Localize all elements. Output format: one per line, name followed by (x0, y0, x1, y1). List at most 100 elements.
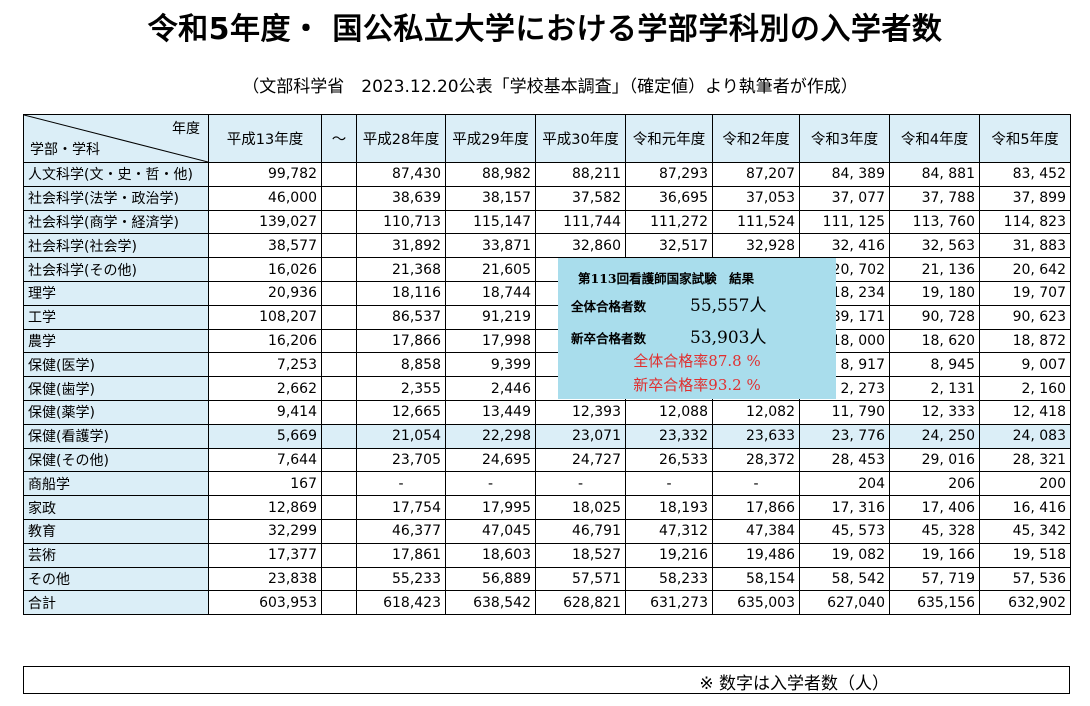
table-cell: 47,312 (625, 518, 713, 544)
table-cell: 32,517 (625, 233, 713, 259)
row-label: 社会科学(法学・政治学) (23, 185, 209, 211)
table-cell: 18,603 (445, 542, 536, 568)
row-label: 人文科学(文・史・哲・他) (23, 162, 209, 187)
table-cell (321, 471, 357, 497)
table-cell: 23,633 (712, 423, 800, 449)
table-cell: 9,399 (445, 352, 536, 378)
table-cell (321, 495, 357, 520)
table-cell: 19, 707 (979, 280, 1071, 306)
table-cell: 84, 881 (889, 162, 980, 187)
table-cell (321, 185, 357, 211)
new-pass-label: 新卒合格者数 (571, 331, 647, 346)
table-cell: 2,355 (356, 376, 446, 401)
table-cell: 7,253 (208, 352, 322, 378)
table-cell (321, 209, 357, 235)
table-cell: - (445, 471, 536, 497)
page-title: 令和5年度・ 国公私立大学における学部学科別の入学者数 (147, 12, 943, 47)
table-cell: 627,040 (799, 590, 890, 616)
table-cell: 200 (979, 471, 1071, 497)
table-cell: 206 (889, 471, 980, 497)
table-row: 社会科学(商学・経済学) 139,027 110,713 115,147 111,744… (23, 209, 1071, 235)
table-cell: 603,953 (208, 590, 322, 616)
row-label: 社会科学(社会学) (23, 233, 209, 259)
table-cell: 11, 790 (799, 399, 890, 425)
year-header: 令和元年度 (625, 114, 713, 163)
table-cell: 31,892 (356, 233, 446, 259)
row-label: 保健(その他) (23, 447, 209, 473)
table-row: 人文科学(文・史・哲・他) 99,782 87,430 88,982 88,211 87,… (23, 162, 1071, 187)
table-cell: 45, 573 (799, 518, 890, 544)
table-cell: 32,860 (535, 233, 626, 259)
table-cell: 90, 728 (889, 304, 980, 330)
new-pass-rate: 新卒合格率93.2 % (633, 376, 761, 394)
table-cell (321, 399, 357, 425)
table-cell: 618,423 (356, 590, 446, 616)
table-cell: 21,605 (445, 257, 536, 282)
table-cell: 57, 536 (979, 566, 1071, 592)
table-cell (321, 542, 357, 568)
table-cell: 110,713 (356, 209, 446, 235)
row-label: 理学 (23, 280, 209, 306)
table-cell: 18,025 (535, 495, 626, 520)
year-header: ～ (321, 114, 357, 163)
table-cell: 16, 416 (979, 495, 1071, 520)
table-cell: 57, 719 (889, 566, 980, 592)
table-cell: 17, 406 (889, 495, 980, 520)
table-cell: 21,054 (356, 423, 446, 449)
table-cell: 28, 321 (979, 447, 1071, 473)
table-cell: 17, 316 (799, 495, 890, 520)
table-cell (321, 352, 357, 378)
table-cell: 204 (799, 471, 890, 497)
table-cell: 114, 823 (979, 209, 1071, 235)
table-cell: 12,665 (356, 399, 446, 425)
table-cell: 635,003 (712, 590, 800, 616)
table-row: 保健(薬学) 9,414 12,665 13,449 12,393 12,088 12,08… (23, 399, 1071, 425)
table-cell: 111,524 (712, 209, 800, 235)
table-cell: 23,705 (356, 447, 446, 473)
table-cell: 47,045 (445, 518, 536, 544)
table-row: 工学 108,207 86,537 91,219 89, 171 90, 728 90, 6… (23, 304, 1071, 330)
table-cell: 18,527 (535, 542, 626, 568)
table-cell: 2, 131 (889, 376, 980, 401)
year-header: 平成13年度 (208, 114, 322, 163)
total-pass-value: 55,557人 (690, 296, 767, 316)
table-cell: 84, 389 (799, 162, 890, 187)
table-cell: 90, 623 (979, 304, 1071, 330)
table-cell: 23,071 (535, 423, 626, 449)
table-row: 理学 20,936 18,116 18,744 18, 234 19, 180 19, 70… (23, 280, 1071, 306)
table-cell: 88,211 (535, 162, 626, 187)
table-cell: 17,754 (356, 495, 446, 520)
row-label: 社会科学(商学・経済学) (23, 209, 209, 235)
table-cell: 46,000 (208, 185, 322, 211)
table-cell: 111,744 (535, 209, 626, 235)
table-cell: 115,147 (445, 209, 536, 235)
table-cell: 22,298 (445, 423, 536, 449)
exam-result-box: 第113回看護師国家試験 結果 全体合格者数 55,557人 新卒合格者数 53… (558, 258, 836, 399)
table-cell (321, 376, 357, 401)
table-cell: 32, 416 (799, 233, 890, 259)
table-cell: 88,982 (445, 162, 536, 187)
table-cell: 139,027 (208, 209, 322, 235)
table-cell: 37, 077 (799, 185, 890, 211)
table-cell: 17,998 (445, 328, 536, 354)
table-cell (321, 162, 357, 187)
table-cell: 2,446 (445, 376, 536, 401)
table-row: 商船学 167- - - - -204 206 200 (23, 471, 1071, 497)
table-cell: 83, 452 (979, 162, 1071, 187)
table-cell: 87,293 (625, 162, 713, 187)
source-note: （文部科学省 2023.12.20公表「学校基本調査」（確定値）より執筆者が作成… (242, 77, 858, 97)
table-cell: 12,082 (712, 399, 800, 425)
table-cell (321, 328, 357, 354)
table-cell: 17,995 (445, 495, 536, 520)
table-cell: 113, 760 (889, 209, 980, 235)
year-header: 令和3年度 (799, 114, 890, 163)
table-cell: 5,669 (208, 423, 322, 449)
row-label: 教育 (23, 518, 209, 544)
diagonal-line (24, 115, 208, 162)
row-label: その他 (23, 566, 209, 592)
row-label: 社会科学(その他) (23, 257, 209, 282)
table-cell: 33,871 (445, 233, 536, 259)
table-cell: 45, 342 (979, 518, 1071, 544)
table-row: 社会科学(社会学) 38,577 31,892 33,871 32,860 32,517 3… (23, 233, 1071, 259)
table-cell: 12, 333 (889, 399, 980, 425)
